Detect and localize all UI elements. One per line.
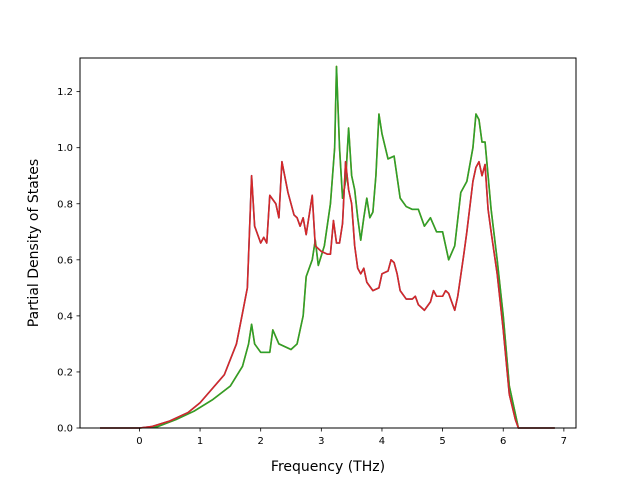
- x-tick-label: 6: [500, 436, 506, 447]
- x-tick-label: 5: [439, 436, 445, 447]
- x-tick-label: 7: [561, 436, 567, 447]
- y-tick-label: 1.0: [57, 143, 73, 154]
- y-tick-label: 0.4: [57, 311, 73, 322]
- x-axis-label: Frequency (THz): [271, 459, 385, 475]
- y-axis-label: Partial Density of States: [26, 159, 42, 327]
- y-tick-label: 0.6: [57, 255, 73, 266]
- series-layer: [100, 65, 555, 429]
- x-tick-label: 3: [318, 436, 324, 447]
- series-line-2: [100, 65, 555, 429]
- y-tick-label: 1.2: [57, 87, 73, 98]
- series-line-4: [100, 160, 555, 429]
- y-tick-label: 0.2: [57, 367, 73, 378]
- y-tick-label: 0.8: [57, 199, 73, 210]
- y-tick-label: 0.0: [57, 424, 73, 435]
- x-tick-label: 2: [258, 436, 264, 447]
- x-tick-label: 4: [379, 436, 385, 447]
- y-axis-ticks: 0.0 0.2 0.4 0.6 0.8 1.0 1.2: [57, 87, 80, 435]
- x-tick-label: 0: [136, 436, 142, 447]
- x-axis-ticks: 0 1 2 3 4 5 6 7: [136, 428, 567, 447]
- x-tick-label: 1: [197, 436, 203, 447]
- plot-frame: [79, 57, 577, 429]
